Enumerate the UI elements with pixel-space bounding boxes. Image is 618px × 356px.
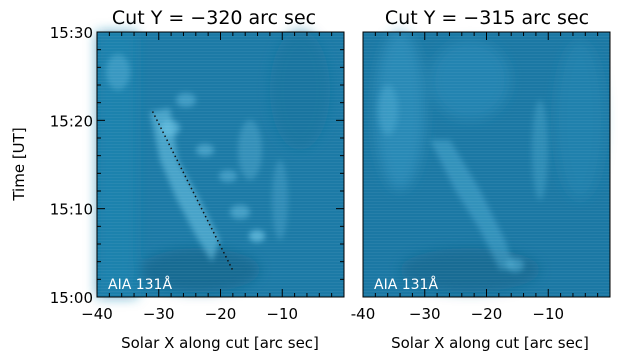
left-panel: Cut Y = −320 arc sec [10,7,345,352]
right-panel: Cut Y = −315 arc sec AIA 131Å -40 −30 −20 −… [351,7,611,352]
right-x-tick-label: −10 [532,305,564,323]
left-y-axis-ticks: 15:00 15:10 15:20 15:30 [50,24,344,307]
left-x-tick-label: −20 [205,305,237,323]
left-x-axis-ticks: −40 −30 −20 −10 [81,32,333,323]
right-instrument-label: AIA 131Å [374,276,438,293]
right-x-axis-label: Solar X along cut [arc sec] [391,334,589,352]
left-instrument-label: AIA 131Å [108,276,172,293]
left-y-tick-label: 15:20 [50,112,93,130]
left-y-tick-label: 15:10 [50,201,93,219]
left-y-tick-label: 15:30 [50,24,93,42]
right-x-tick-label: −20 [471,305,503,323]
right-panel-title: Cut Y = −315 arc sec [385,7,589,29]
left-panel-title: Cut Y = −320 arc sec [112,7,316,29]
right-x-tick-label: −30 [409,305,441,323]
left-x-axis-label: Solar X along cut [arc sec] [121,334,319,352]
left-x-tick-label: −10 [266,305,298,323]
left-y-axis-label: Time [UT] [10,127,28,201]
left-heatmap-image [97,30,344,297]
left-x-tick-label: −40 [81,305,113,323]
right-x-tick-label: -40 [351,305,376,323]
left-x-tick-label: −30 [143,305,175,323]
right-heatmap-image [363,30,610,297]
left-y-tick-label: 15:00 [50,289,93,307]
right-x-axis-ticks: -40 −30 −20 −10 [351,32,599,323]
